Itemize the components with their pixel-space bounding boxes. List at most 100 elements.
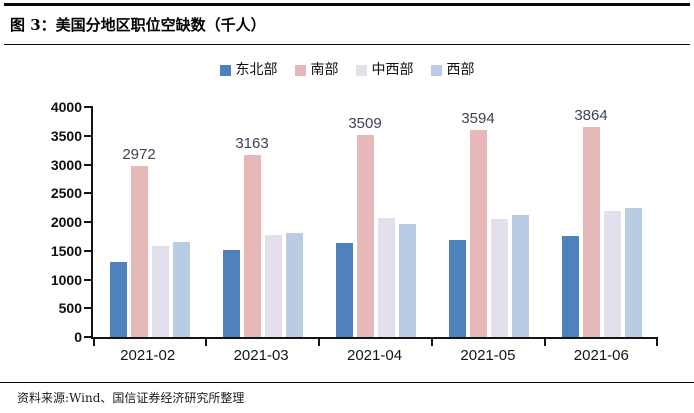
x-tick-mark xyxy=(205,337,207,346)
bar-column xyxy=(264,107,282,337)
x-axis-label: 2021-04 xyxy=(346,347,403,364)
bar-南部 xyxy=(243,155,261,337)
bar-column xyxy=(398,107,416,337)
bar-南部 xyxy=(469,130,487,337)
y-tick-label: 1500 xyxy=(50,242,82,259)
bar-group: 3509 xyxy=(319,107,432,337)
bar-南部 xyxy=(582,127,600,337)
y-tick-mark xyxy=(84,134,93,137)
y-tick-label: 3000 xyxy=(50,156,82,173)
bar-column: 3864 xyxy=(574,107,608,337)
x-axis-label: 2021-02 xyxy=(120,347,176,364)
y-tick-mark xyxy=(84,249,93,252)
title-divider xyxy=(4,44,690,45)
bar-西部 xyxy=(624,208,642,337)
bar-西部 xyxy=(172,241,190,337)
y-tick-label: 3500 xyxy=(50,127,82,144)
bar-东北部 xyxy=(561,236,579,337)
legend-label: 中西部 xyxy=(371,62,414,78)
chart-legend: 东北部 南部 中西部 西部 xyxy=(0,60,694,80)
y-tick-label: 2500 xyxy=(50,185,82,202)
legend-swatch xyxy=(294,64,306,76)
y-tick-mark xyxy=(84,278,93,281)
y-tick-label: 1000 xyxy=(50,271,82,288)
bar-中西部 xyxy=(490,218,508,337)
y-tick-mark xyxy=(84,163,93,166)
y-tick-label: 4000 xyxy=(50,99,82,115)
bar-column xyxy=(624,107,642,337)
bar-西部 xyxy=(511,214,529,337)
bar-value-label: 3594 xyxy=(461,110,495,128)
legend-item: 西部 xyxy=(430,62,475,78)
bar-中西部 xyxy=(603,210,621,337)
legend-label: 西部 xyxy=(446,62,475,78)
figure-title: 图 3：美国分地区职位空缺数（千人） xyxy=(10,16,266,34)
bar-group: 2972 xyxy=(93,107,206,337)
bar-南部 xyxy=(130,166,148,337)
y-tick-label: 2000 xyxy=(50,214,82,230)
bar-中西部 xyxy=(377,217,395,337)
bar-column xyxy=(603,107,621,337)
footer-divider-wrap xyxy=(0,382,694,383)
bar-column: 3509 xyxy=(348,107,382,337)
legend-item: 中西部 xyxy=(355,62,414,78)
x-axis-label: 2021-03 xyxy=(233,347,289,364)
x-tick-mark xyxy=(93,337,95,346)
legend-swatch xyxy=(430,64,442,76)
y-tick-label: 0 xyxy=(74,329,82,345)
bar-value-label: 3864 xyxy=(574,107,608,124)
bar-column xyxy=(448,107,466,337)
footer-divider xyxy=(0,382,694,383)
bar-value-label: 3163 xyxy=(235,135,269,153)
bar-column xyxy=(335,107,353,337)
legend-swatch xyxy=(355,64,367,76)
legend-swatch xyxy=(219,64,231,76)
bar-column xyxy=(109,107,127,337)
legend-item: 东北部 xyxy=(219,62,278,78)
legend-item: 南部 xyxy=(294,62,339,78)
bar-column xyxy=(151,107,169,337)
x-axis-label: 2021-05 xyxy=(460,347,516,364)
top-divider xyxy=(4,3,690,6)
bar-chart: 0 500 1000 1500 2000 2500 3000 3500 4000 2972 316… xyxy=(0,99,658,364)
bar-东北部 xyxy=(448,239,466,337)
bar-group: 3163 xyxy=(206,107,319,337)
y-tick-mark xyxy=(84,106,93,108)
bar-西部 xyxy=(398,224,416,337)
bar-column: 2972 xyxy=(122,107,156,337)
bar-column: 3594 xyxy=(461,107,495,337)
bar-column xyxy=(377,107,395,337)
bar-column xyxy=(490,107,508,337)
legend-label: 东北部 xyxy=(235,62,278,78)
x-axis-label: 2021-06 xyxy=(573,347,629,364)
x-tick-mark xyxy=(656,337,658,346)
bar-西部 xyxy=(285,232,303,337)
bar-group: 3864 xyxy=(545,107,658,337)
source-note: 资料来源:Wind、国信证券经济研究所整理 xyxy=(17,391,245,405)
y-tick-mark xyxy=(84,221,93,223)
bar-column xyxy=(172,107,190,337)
y-tick-mark xyxy=(84,336,93,338)
plot-outer: 2972 3163 3509 3594 3864 2021-02 2021-03 2021-… xyxy=(84,106,658,364)
bar-东北部 xyxy=(109,262,127,337)
bar-中西部 xyxy=(151,245,169,337)
bar-东北部 xyxy=(222,249,240,337)
bar-column xyxy=(561,107,579,337)
x-axis-labels: 2021-02 2021-03 2021-04 2021-05 2021-06 xyxy=(91,347,658,364)
bar-column xyxy=(222,107,240,337)
bar-value-label: 3509 xyxy=(348,115,382,133)
bar-value-label: 2972 xyxy=(122,146,156,164)
y-tick-mark xyxy=(84,307,93,310)
x-tick-mark xyxy=(544,337,546,346)
plot-area: 2972 3163 3509 3594 3864 xyxy=(84,106,658,346)
bar-group: 3594 xyxy=(432,107,545,337)
y-axis: 0 500 1000 1500 2000 2500 3000 3500 4000 xyxy=(0,99,91,345)
bar-南部 xyxy=(356,135,374,337)
x-tick-mark xyxy=(318,337,320,346)
y-tick-mark xyxy=(84,192,93,195)
legend-label: 南部 xyxy=(310,62,339,78)
bar-column: 3163 xyxy=(235,107,269,337)
bar-东北部 xyxy=(335,242,353,337)
bar-column xyxy=(511,107,529,337)
